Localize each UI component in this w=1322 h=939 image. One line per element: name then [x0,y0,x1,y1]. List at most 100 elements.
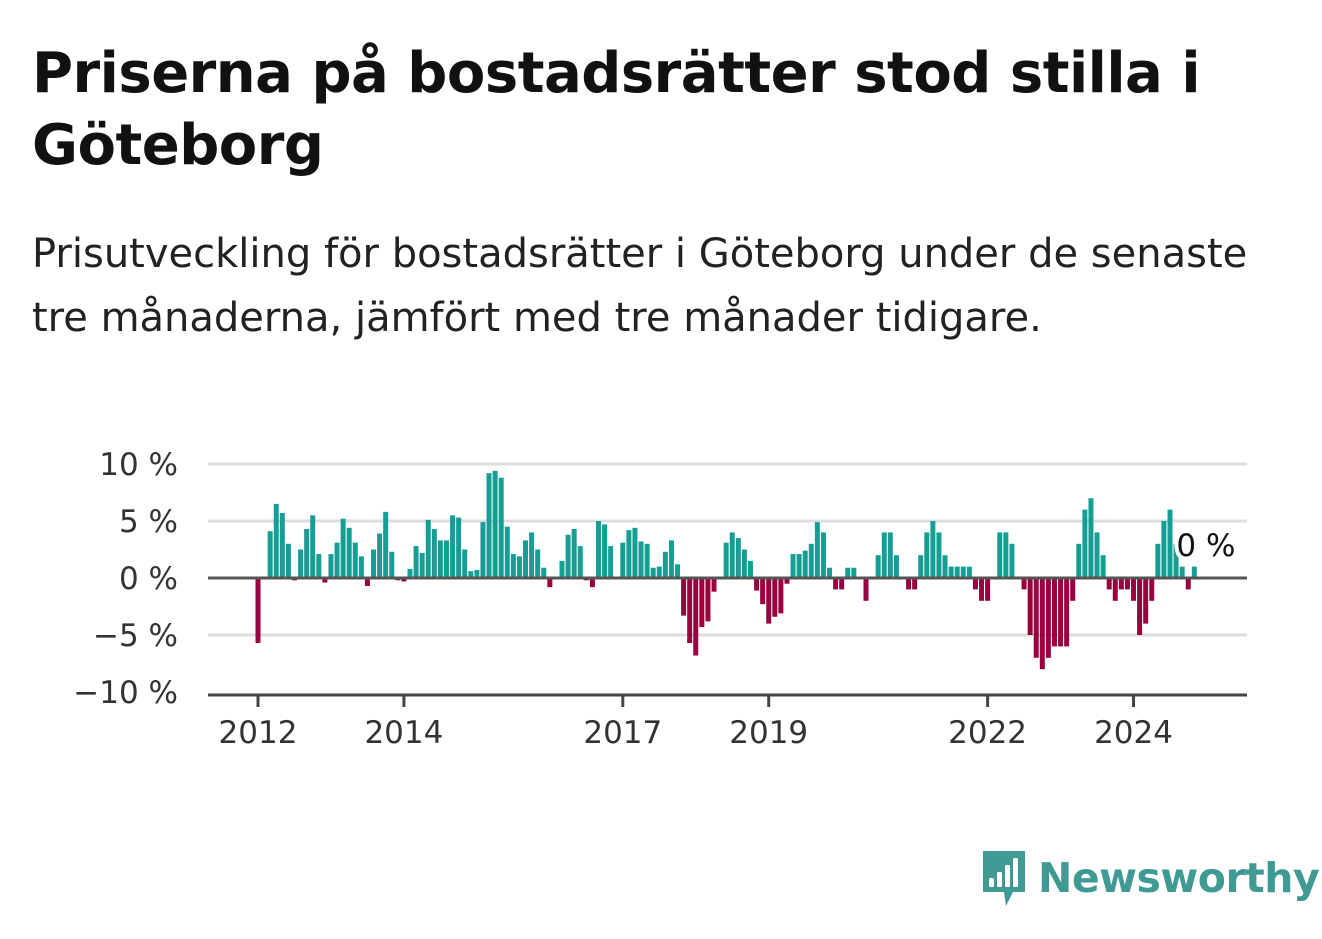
bar [492,470,498,578]
bar [279,513,285,578]
bar [754,578,760,591]
bar [948,566,954,578]
bar [863,578,869,601]
y-tick-label: 0 % [119,561,178,597]
bar [985,578,991,601]
bar [510,554,516,578]
bar [1094,532,1100,578]
bar [1155,543,1161,578]
newsworthy-logo: Newsworthy [980,848,1320,908]
newsworthy-logo-icon [983,851,1025,906]
bar [443,540,449,578]
y-tick-label: −5 % [93,618,178,654]
bar [942,555,948,578]
bar [480,522,486,578]
bar [796,554,802,578]
bar [352,542,358,578]
bar [486,473,492,578]
bar [340,518,346,578]
bar [1003,532,1009,578]
bar [1021,578,1027,590]
bar [747,560,753,578]
gridlines [208,462,1247,637]
bar [802,550,808,578]
x-axis-labels: 2012 2014 2017 2019 2022 2024 [219,695,1173,751]
bar [468,571,474,578]
bar [820,532,826,578]
x-tick-label: 2017 [583,715,662,751]
bar [881,532,887,578]
bar [668,540,674,578]
bar [389,551,395,578]
bar [778,578,784,614]
bar [839,578,845,590]
bar [425,519,431,578]
bar [1149,578,1155,601]
bar [675,564,681,578]
bar [456,517,462,578]
bar [1100,555,1106,578]
bar [547,578,553,588]
bar [498,477,504,578]
bar [462,549,468,578]
bar [1124,578,1130,590]
bar [930,521,936,578]
bar [298,549,304,578]
bar [650,567,656,578]
bar [1118,578,1124,590]
bar [1033,578,1039,658]
bar [529,532,535,578]
bar-chart: 10 % 5 % 0 % −5 % −10 % 2012 2014 2017 2019 2022… [73,447,1247,751]
bar [1143,578,1149,624]
bar [1167,509,1173,578]
bar [845,567,851,578]
bar [729,532,735,578]
bar [577,546,583,578]
bar [1106,578,1112,590]
bar [419,552,425,578]
bar [1131,578,1137,601]
bar [760,578,766,605]
bar [814,522,820,578]
bar [711,578,717,592]
bar [960,566,966,578]
bar [328,554,334,578]
bar [1058,578,1064,647]
x-tick-label: 2022 [948,715,1027,751]
bar [723,542,729,578]
y-tick-label: 5 % [119,504,178,540]
bar [638,541,644,578]
y-tick-label: 10 % [99,447,178,483]
bar [851,567,857,578]
bar [407,568,413,578]
bar [997,532,1003,578]
bar [699,578,705,628]
bar [304,528,310,578]
brand-name: Newsworthy [1038,854,1320,902]
bar [705,578,711,622]
bar [1027,578,1033,635]
bar [784,578,790,584]
bar [827,567,833,578]
bar [1179,566,1185,578]
bar [954,566,960,578]
bar [1070,578,1076,601]
bar [474,570,480,578]
bar [1191,566,1197,578]
y-axis-labels: 10 % 5 % 0 % −5 % −10 % [73,447,178,711]
bar [377,533,383,578]
bar [681,578,687,616]
bar [790,554,796,578]
bar [608,546,614,578]
y-tick-label: −10 % [73,675,178,711]
bar [589,578,595,588]
bar [273,503,279,578]
bar [401,578,407,582]
bar [504,526,510,578]
bar [656,566,662,578]
bar [833,578,839,590]
latest-value-label: 0 % [1176,528,1235,564]
bar [924,532,930,578]
bar [450,515,456,578]
bar [1161,521,1167,578]
